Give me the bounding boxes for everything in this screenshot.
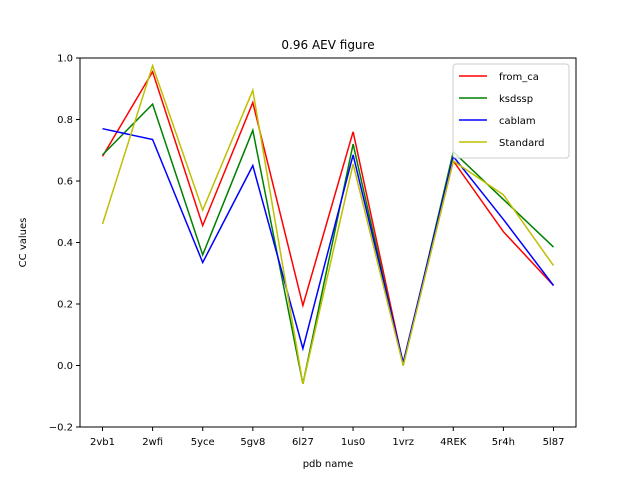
legend-label: Standard xyxy=(499,138,545,149)
chart-title: 0.96 AEV figure xyxy=(281,38,374,52)
legend-label: cablam xyxy=(499,116,536,127)
y-tick-label: 0.4 xyxy=(57,238,73,249)
legend-label: from_ca xyxy=(499,72,539,83)
x-tick-label: 5yce xyxy=(191,437,215,448)
y-axis: −0.2 0.0 0.2 0.4 0.6 0.8 1.0 xyxy=(49,54,80,434)
x-tick-label: 6l27 xyxy=(292,437,314,448)
y-tick-label: −0.2 xyxy=(49,423,73,434)
x-tick-label: 1vrz xyxy=(392,437,414,448)
legend-label: ksdssp xyxy=(499,94,533,105)
x-tick-label: 2wfi xyxy=(142,437,163,448)
x-tick-label: 5l87 xyxy=(543,437,565,448)
series-line-from-ca xyxy=(101,69,555,365)
series-line-standard xyxy=(101,63,555,385)
x-tick-label: 5gv8 xyxy=(240,437,265,448)
x-axis: 2vb1 2wfi 5yce 5gv8 6l27 1us0 1vrz 4REK 5r4h 5l87 xyxy=(90,427,564,448)
legend-box xyxy=(452,63,570,159)
y-tick-label: 0.0 xyxy=(57,361,73,372)
x-tick-label: 4REK xyxy=(440,437,467,448)
x-tick-label: 5r4h xyxy=(492,437,515,448)
y-tick-label: 1.0 xyxy=(57,54,73,65)
plot-area xyxy=(101,63,555,385)
x-tick-label: 1us0 xyxy=(341,437,365,448)
series-line-ksdssp xyxy=(101,102,555,385)
y-tick-label: 0.8 xyxy=(57,115,73,126)
y-tick-label: 0.6 xyxy=(57,177,73,188)
x-axis-title: pdb name xyxy=(303,459,354,470)
y-tick-label: 0.2 xyxy=(57,300,73,311)
y-axis-title: CC values xyxy=(18,218,29,268)
series-line-cablam xyxy=(102,127,555,363)
x-tick-label: 2vb1 xyxy=(90,437,115,448)
